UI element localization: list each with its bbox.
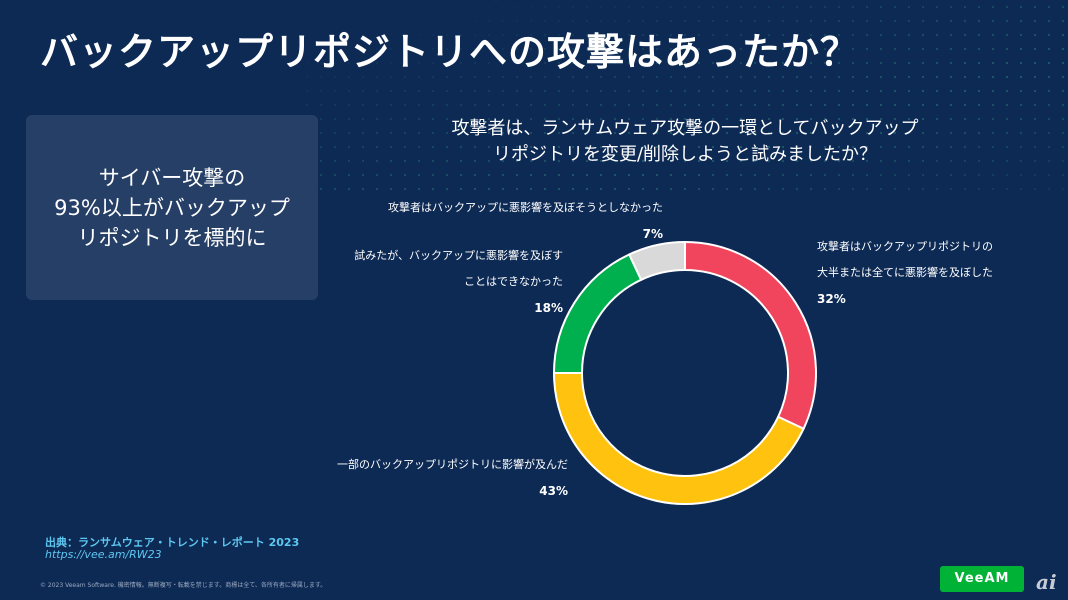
slice-no-attempt: [627, 240, 686, 282]
callout-text: サイバー攻撃の 93%以上がバックアップ リポジトリを標的に: [54, 163, 290, 253]
veeam-logo: VeeAM: [940, 566, 1024, 592]
survey-question: 攻撃者は、ランサムウェア攻撃の一環としてバックアップ リポジトリを変更/削除しよ…: [380, 116, 990, 168]
label-line: 一部のバックアップリポジトリに影響が及んだ: [337, 458, 568, 471]
highlight-callout: サイバー攻撃の 93%以上がバックアップ リポジトリを標的に: [26, 115, 318, 300]
label-line: 大半または全てに悪影響を及ぼした: [817, 266, 993, 279]
slice-majority-affected: [684, 240, 817, 431]
label-slice-attempted-failed: 試みたが、バックアップに悪影響を及ぼす ことはできなかった 18%: [330, 243, 563, 321]
label-line: 攻撃者はバックアップに悪影響を及ぼそうとしなかった: [388, 201, 663, 214]
label-line: 攻撃者はバックアップリポジトリの: [817, 240, 993, 253]
label-slice-some-affected: 一部のバックアップリポジトリに影響が及んだ 43%: [318, 452, 568, 504]
value-label: 43%: [539, 484, 568, 498]
slice-some-affected: [552, 372, 805, 505]
callout-line-3: リポジトリを標的に: [77, 225, 267, 250]
value-label: 32%: [817, 292, 846, 306]
source-label: 出典：ランサムウェア・トレンド・レポート 2023: [45, 536, 300, 549]
callout-line-2: 93%以上がバックアップ: [54, 195, 290, 220]
question-line-2: リポジトリを変更/削除しようと試みましたか？: [492, 144, 878, 165]
label-line: 試みたが、バックアップに悪影響を及ぼす: [354, 249, 563, 262]
ai-watermark: ai: [1036, 570, 1057, 594]
label-slice-majority-affected: 攻撃者はバックアップリポジトリの 大半または全てに悪影響を及ぼした 32%: [817, 234, 993, 312]
donut-chart: [552, 240, 817, 505]
source-link[interactable]: https://vee.am/RW23: [45, 548, 162, 561]
callout-line-1: サイバー攻撃の: [98, 165, 246, 190]
value-label: 18%: [534, 301, 563, 315]
slice-attempted-failed: [552, 253, 643, 374]
page-title: バックアップリポジトリへの攻撃はあったか？: [40, 30, 860, 74]
label-line: ことはできなかった: [464, 275, 563, 288]
question-line-1: 攻撃者は、ランサムウェア攻撃の一環としてバックアップ: [451, 118, 919, 139]
value-label: 7%: [642, 227, 663, 241]
label-slice-no-attempt: 攻撃者はバックアップに悪影響を及ぼそうとしなかった 7%: [342, 195, 663, 247]
dot-pattern-decoration: [300, 0, 1068, 200]
copyright-notice: © 2023 Veeam Software. 機密情報。無断複写・転載を禁じます…: [40, 582, 327, 589]
